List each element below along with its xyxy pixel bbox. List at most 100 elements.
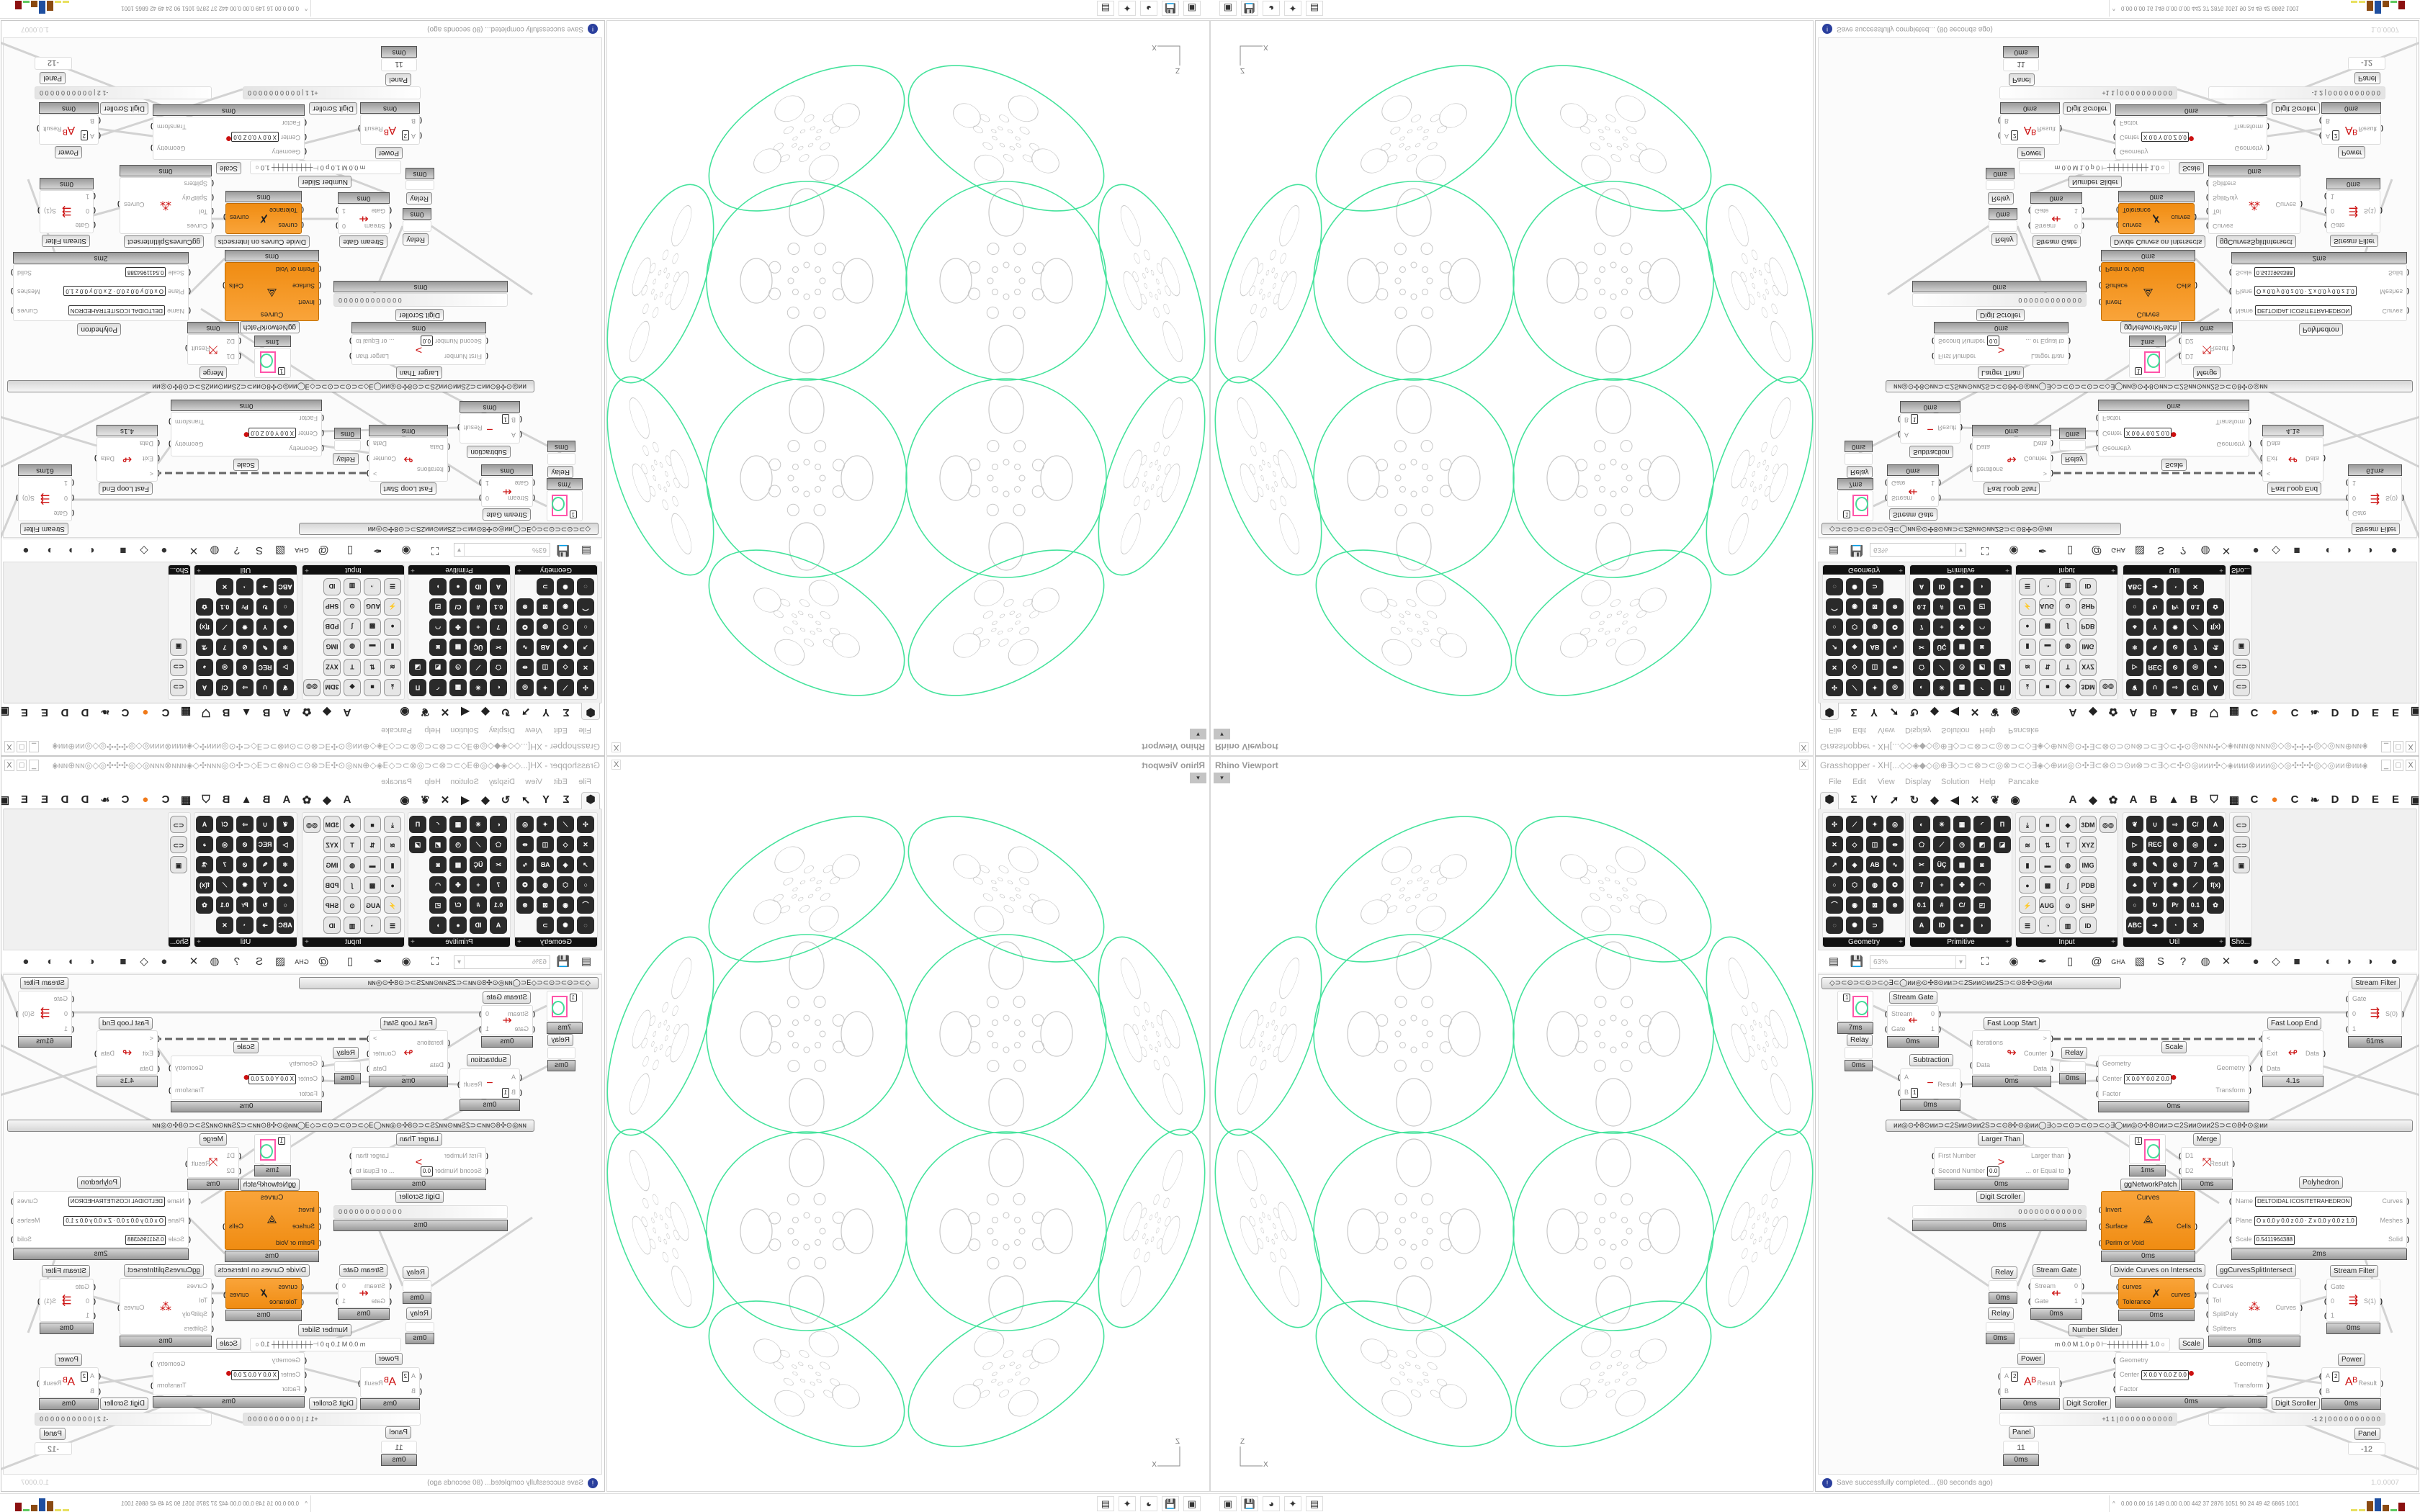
panel-label[interactable]: Input + [2016, 937, 2118, 947]
stream-filter-component[interactable]: Gate01S(0)⇶ [2348, 477, 2402, 521]
tab-icon-4[interactable]: ↻ [1909, 794, 1919, 806]
close-button[interactable]: X [2406, 760, 2416, 771]
relay-label[interactable]: Relay [1847, 466, 1873, 478]
output-curves[interactable]: Curves [17, 307, 38, 315]
input-value[interactable]: 2 [401, 130, 409, 141]
output-larger-than[interactable]: Larger than [356, 1151, 389, 1160]
input-b[interactable]: B1 [501, 1087, 516, 1098]
input-0[interactable]: 0 [86, 1297, 89, 1305]
input-iterations[interactable]: Iterations [417, 466, 444, 474]
panel-label[interactable]: Geometry + [1823, 937, 1905, 947]
output-geometry[interactable]: Geometry [157, 144, 186, 153]
stream-gate-component[interactable]: StreamGate01⇷ [338, 1278, 390, 1308]
number-slider-component[interactable]: m 0.0 M 1.0 p 0 ⊢┼┼┼┼┼┼┼┼┼ 1.0 ○ [250, 1338, 401, 1351]
input-name[interactable]: NameDELTOIDAL ICOSITETRAHEDRON [2236, 305, 2352, 315]
input-curves[interactable]: Curves [187, 222, 207, 230]
taskbar-app-4[interactable]: ▤ [1306, 1, 1323, 16]
output-1[interactable]: 1 [342, 207, 346, 215]
output-0[interactable]: 0 [1931, 1009, 1941, 1018]
component-icon[interactable]: ◪ [1994, 836, 2011, 853]
taskbar-app-2[interactable]: ◕ [1263, 1, 1280, 16]
input-center[interactable]: CenterX 0.0 Y 0.0 Z 0.0 [2102, 428, 2172, 438]
component-icon[interactable]: ◰ [1973, 896, 1991, 914]
ggnetworkpatch-component[interactable]: 1 [254, 348, 291, 378]
component-icon[interactable]: ⟋ [1933, 836, 1950, 853]
component-icon[interactable]: 0.1 [1913, 896, 1930, 914]
group-bar[interactable]: ◇⊃⊂⊙⊃⊂⊙⊃⊂◇∃⊂◯ᴎᴎ◎⊙✣8⊙ᴎᴎ⊃⊂2Sᴎᴎ⊙ᴎᴎ2S⊃⊂⊙8✣⊙◎… [299, 977, 599, 989]
output--or-equal-to[interactable]: ... or Equal to [356, 337, 395, 346]
input-invert[interactable]: Invert [298, 1205, 315, 1214]
taskbar-app-3[interactable]: ✦ [1119, 1496, 1136, 1511]
tray-caret-icon[interactable]: ^ [2112, 5, 2115, 12]
scale-component[interactable]: GeometryCenterX 0.0 Y 0.0 Z 0.0FactorGeo… [2096, 1056, 2251, 1100]
relay-component[interactable] [1989, 1280, 2017, 1292]
input-plane[interactable]: PlaneO x 0.0 y 0.0 z 0.0 · Z x 0.0 y 0.0… [2236, 286, 2357, 297]
power-label[interactable]: Power [375, 147, 403, 159]
input-a[interactable]: A [511, 1073, 516, 1081]
ggcurvessplitintersect-label[interactable]: ggCurvesSplitIntersect [2216, 1264, 2296, 1277]
input-tol[interactable]: Tol [199, 207, 207, 216]
input-second-number[interactable]: Second Number0.0 [420, 335, 482, 346]
ggnetworkpatch-label[interactable]: ggNetworkPatch [239, 321, 300, 333]
digit-scroller-component[interactable]: +1 1 | 0 0 0 0 0 0 0 0 0 0 [243, 86, 421, 99]
taskbar-app-3[interactable]: ✦ [1284, 1, 1301, 16]
group-bar[interactable]: ◇⊃⊂⊙⊃⊂⊙⊃⊂◇∃⊂◯ᴎᴎ◎⊙✣8⊙ᴎᴎ⊃⊂2Sᴎᴎ⊙ᴎᴎ2S⊃⊂⊙8✣⊙◎… [299, 523, 599, 535]
output-s-1-[interactable]: S(1) [44, 1297, 56, 1305]
scale-component[interactable]: GeometryCenterX 0.0 Y 0.0 Z 0.0FactorGeo… [171, 412, 322, 456]
input-value[interactable]: 2 [2332, 1371, 2340, 1382]
input-0[interactable]: 0 [2324, 1297, 2334, 1305]
digit-scroller-label[interactable]: Digit Scroller [100, 102, 148, 114]
tab-icon-14[interactable]: B [2149, 793, 2158, 806]
component-icon[interactable]: ▬ [2039, 856, 2056, 873]
input-value[interactable]: X 0.0 Y 0.0 Z 0.0 [2124, 428, 2172, 438]
output-result[interactable]: Result [192, 345, 210, 354]
input-geometry[interactable]: Geometry [2096, 1059, 2130, 1068]
power-component[interactable]: A2BResultAᴮ [2319, 1367, 2383, 1398]
stream-gate-component[interactable]: StreamGate01⇷ [338, 204, 390, 234]
input-b[interactable]: B [411, 117, 416, 126]
input-surface[interactable]: Surface [292, 1222, 315, 1230]
output-1[interactable]: 1 [485, 480, 489, 488]
input-curves[interactable]: Curves [187, 1282, 207, 1290]
component-icon[interactable]: ▣ [2233, 856, 2250, 873]
digit-scroller-component[interactable]: -1 2 | 0 0 0 0 0 0 0 0 0 0 [2208, 86, 2385, 99]
input-tol[interactable]: Tol [2213, 207, 2221, 216]
output-s-1-[interactable]: S(1) [2364, 207, 2376, 215]
output-counter[interactable]: Counter [2024, 454, 2047, 463]
component-icon[interactable]: ⚗ [2207, 856, 2224, 873]
stream-filter-component[interactable]: Gate01S(1)⇶ [40, 190, 94, 233]
output-result[interactable]: Result [464, 1080, 483, 1089]
scale-label[interactable]: Scale [2179, 162, 2205, 174]
component-icon[interactable]: 0.1 [2187, 896, 2204, 914]
ggnetworkpatch-component[interactable]: 1 [2129, 1134, 2166, 1164]
component-icon[interactable]: ∪ [2146, 816, 2164, 833]
input-gate[interactable]: Gate [2324, 1282, 2344, 1291]
input-1[interactable]: 1 [2324, 1311, 2334, 1320]
scale-component[interactable]: GeometryCenterX 0.0 Y 0.0 Z 0.0FactorGeo… [2113, 1352, 2269, 1395]
input-a[interactable]: A [1898, 1073, 1909, 1081]
input-b[interactable]: B1 [501, 414, 516, 425]
component-icon[interactable]: REC [2146, 836, 2164, 853]
ggnetworkpatch-label[interactable]: ggNetworkPatch [2120, 321, 2181, 333]
output-0[interactable]: 0 [342, 222, 346, 230]
component-icon[interactable]: ◠ [1973, 876, 1991, 894]
component-icon[interactable]: ❂ [1886, 876, 1904, 894]
fast-loop-end-component[interactable]: <ExitDataData↫ [97, 437, 158, 482]
ggcurvessplitintersect-component[interactable]: CurvesTolSplitPolySplittersCurves⁂ [120, 177, 212, 234]
ggnetworkpatch-component[interactable]: 1 [2129, 348, 2166, 378]
digit-scroller-value[interactable]: 0 0 0 0 0 0 0 0 0 0 0 0 [2018, 1208, 2081, 1215]
tab-icon-13[interactable]: A [2129, 793, 2138, 806]
component-icon[interactable]: T [2059, 836, 2076, 853]
input-0[interactable]: 0 [86, 207, 89, 215]
scale-component[interactable]: GeometryCenterX 0.0 Y 0.0 Z 0.0FactorGeo… [2115, 117, 2267, 160]
group-bar[interactable]: ◇⊃⊂⊙⊃⊂⊙⊃⊂◇∃⊂◯ᴎᴎ◎⊙✣8⊙ᴎᴎ⊃⊂2Sᴎᴎ⊙ᴎᴎ2S⊃⊂⊙8✣⊙◎… [1821, 523, 2121, 535]
input-center[interactable]: CenterX 0.0 Y 0.0 Z 0.0 [231, 132, 300, 142]
taskbar-app-1[interactable]: 💾 [1162, 1496, 1179, 1511]
scale-label[interactable]: Scale [233, 459, 259, 471]
input-gate[interactable]: Gate [1885, 1025, 1905, 1033]
input-first-number[interactable]: First Number [1938, 352, 1976, 361]
input-value[interactable]: 2 [2011, 1371, 2019, 1382]
